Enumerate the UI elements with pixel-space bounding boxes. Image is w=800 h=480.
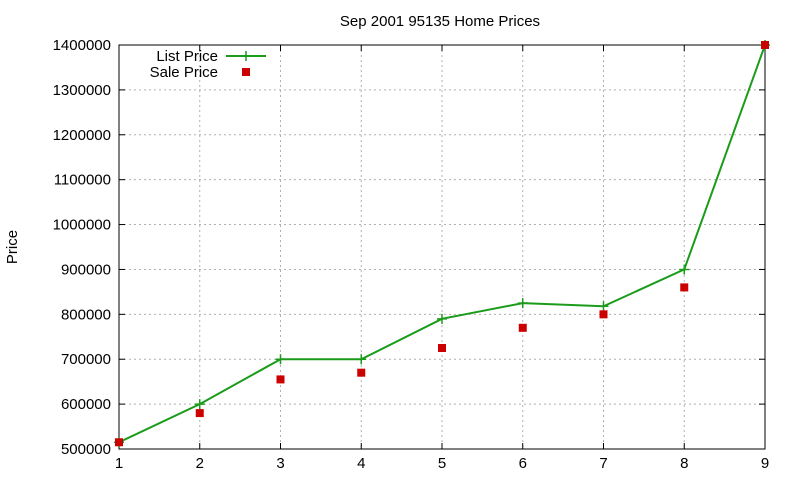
y-tick-label-0: 500000 <box>61 441 111 458</box>
series-0-point-2 <box>275 354 286 365</box>
series-1-point-1 <box>195 409 204 418</box>
series-1 <box>115 41 769 447</box>
x-tick-label-7: 8 <box>680 455 688 472</box>
series-1-point-2 <box>276 375 285 384</box>
x-tick-label-8: 9 <box>761 455 769 472</box>
series-1-point-8 <box>761 41 769 49</box>
plot-frame <box>118 44 766 450</box>
series-1-point-7 <box>680 283 689 292</box>
x-tick-label-6: 7 <box>599 455 607 472</box>
x-tick-label-1: 2 <box>196 455 204 472</box>
series-1-point-3 <box>357 368 366 377</box>
x-axis: 1 2 3 4 5 6 7 8 9 <box>115 45 769 472</box>
x-tick-label-5: 6 <box>519 455 527 472</box>
series-1-point-0 <box>115 438 123 447</box>
y-axis: 500000 600000 700000 800000 900000 1000000 110… <box>53 37 765 458</box>
series-layer <box>114 40 770 448</box>
y-tick-label-6: 1100000 <box>54 172 111 189</box>
y-tick-label-5: 1000000 <box>53 217 111 234</box>
legend-label-0: List Price <box>156 48 218 65</box>
grid-lines <box>119 45 765 449</box>
y-tick-label-9: 1400000 <box>53 37 111 54</box>
x-tick-label-2: 3 <box>276 455 284 472</box>
y-axis-label: Price <box>4 230 21 264</box>
y-tick-label-7: 1200000 <box>53 127 111 144</box>
y-tick-label-2: 700000 <box>61 351 111 368</box>
y-tick-label-1: 600000 <box>61 396 111 413</box>
series-0-point-7 <box>679 264 690 275</box>
series-0-point-6 <box>598 301 609 312</box>
x-tick-label-0: 1 <box>115 455 123 472</box>
series-0-point-4 <box>437 313 447 324</box>
series-0-line <box>118 44 766 444</box>
y-tick-label-4: 900000 <box>61 261 111 278</box>
legend-marker-0 <box>241 51 251 61</box>
y-tick-label-8: 1300000 <box>53 82 111 99</box>
series-1-point-6 <box>599 310 608 319</box>
series-0-point-1 <box>194 399 205 410</box>
legend-marker-1 <box>242 68 250 76</box>
chart-title: Sep 2001 95135 Home Prices <box>340 13 540 30</box>
x-tick-label-3: 4 <box>357 455 365 472</box>
series-0-point-5 <box>517 298 528 309</box>
x-tick-label-4: 5 <box>438 455 446 472</box>
legend-label-1: Sale Price <box>150 64 218 81</box>
series-1-point-5 <box>518 323 527 332</box>
series-1-point-4 <box>438 344 446 352</box>
y-tick-label-3: 800000 <box>61 306 111 323</box>
series-0-point-3 <box>356 354 367 365</box>
